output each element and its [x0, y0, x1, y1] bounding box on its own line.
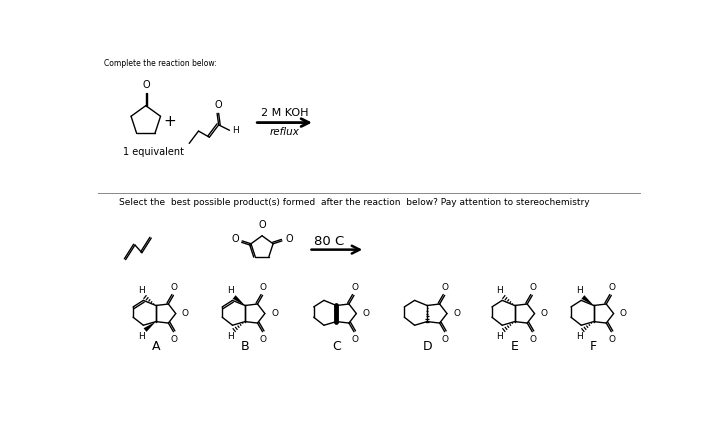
Text: Select the  best possible product(s) formed  after the reaction  below? Pay atte: Select the best possible product(s) form…: [120, 198, 590, 207]
Text: 80 C: 80 C: [314, 235, 344, 248]
Text: O: O: [214, 100, 222, 110]
Text: O: O: [260, 335, 267, 344]
Text: O: O: [171, 335, 178, 344]
Text: H: H: [576, 285, 582, 295]
Polygon shape: [233, 295, 245, 305]
Text: O: O: [182, 309, 189, 318]
Text: O: O: [442, 335, 449, 344]
Polygon shape: [582, 295, 594, 305]
Text: H: H: [576, 333, 582, 341]
Text: O: O: [620, 309, 627, 318]
Text: H: H: [232, 126, 238, 135]
Text: reflux: reflux: [269, 127, 300, 137]
Text: O: O: [260, 283, 267, 292]
Text: O: O: [285, 234, 292, 244]
Text: O: O: [271, 309, 278, 318]
Text: H: H: [138, 285, 145, 295]
Text: O: O: [351, 283, 359, 292]
Text: O: O: [231, 234, 239, 244]
Text: 1 equivalent: 1 equivalent: [122, 147, 184, 157]
Text: F: F: [590, 340, 598, 353]
Text: H: H: [138, 333, 145, 341]
Text: O: O: [608, 335, 616, 344]
Text: O: O: [143, 80, 150, 90]
Text: O: O: [608, 283, 616, 292]
Text: A: A: [152, 340, 160, 353]
Text: H: H: [497, 333, 503, 341]
Polygon shape: [143, 321, 156, 332]
Text: B: B: [240, 340, 249, 353]
Text: 2 M KOH: 2 M KOH: [261, 108, 308, 119]
Text: O: O: [541, 309, 548, 318]
Text: O: O: [351, 335, 359, 344]
Text: +: +: [163, 114, 176, 129]
Text: H: H: [497, 285, 503, 295]
Text: D: D: [423, 340, 432, 353]
Text: O: O: [453, 309, 460, 318]
Text: O: O: [171, 283, 178, 292]
Text: O: O: [442, 283, 449, 292]
Text: O: O: [529, 335, 536, 344]
Text: H: H: [227, 285, 234, 295]
Text: Complete the reaction below:: Complete the reaction below:: [104, 59, 217, 68]
Text: O: O: [529, 283, 536, 292]
Text: H: H: [227, 333, 234, 341]
Text: E: E: [510, 340, 518, 353]
Text: O: O: [363, 309, 369, 318]
Text: O: O: [258, 220, 266, 230]
Text: C: C: [332, 340, 341, 353]
